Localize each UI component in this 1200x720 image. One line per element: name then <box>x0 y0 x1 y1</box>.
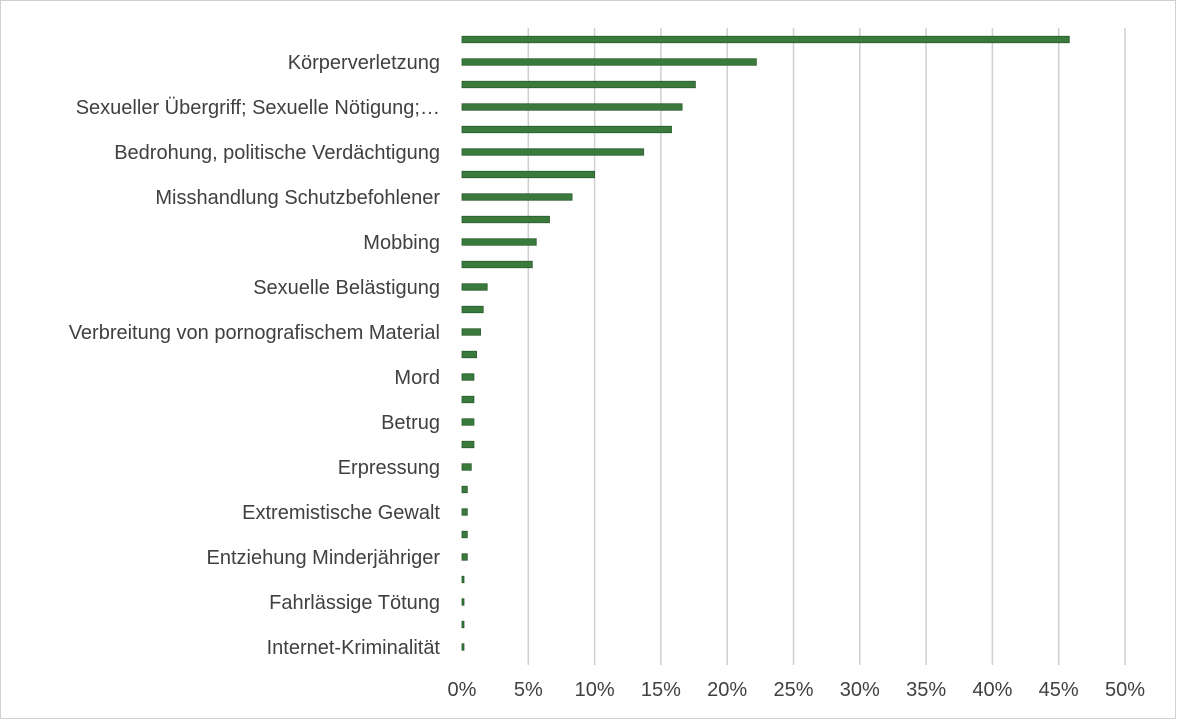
category-label: Erpressung <box>338 457 440 479</box>
bar <box>461 373 475 381</box>
category-label: Körperverletzung <box>288 52 440 74</box>
bar <box>461 350 477 359</box>
bar <box>461 80 696 89</box>
bar <box>461 305 484 314</box>
bar <box>461 328 481 336</box>
bar <box>461 575 465 584</box>
x-tick-label: 40% <box>972 679 1012 701</box>
bar <box>461 238 537 246</box>
category-labels: Körperverletzung Sexueller Übergriff; Sex… <box>69 52 441 659</box>
chart-frame <box>0 0 1176 719</box>
x-tick-label: 35% <box>906 679 946 701</box>
bar <box>461 260 533 269</box>
x-tick-label: 10% <box>575 679 615 701</box>
category-label: Mord <box>394 367 440 389</box>
bar <box>461 103 683 111</box>
category-label: Sexuelle Belästigung <box>253 277 440 299</box>
bar <box>461 530 468 539</box>
category-label: Mobbing <box>363 232 440 254</box>
bar <box>461 215 550 224</box>
bar <box>461 418 475 426</box>
category-label: Sexueller Übergriff; Sexuelle Nötigung;… <box>76 97 440 119</box>
bar <box>461 620 465 629</box>
category-label: Verbreitung von pornografischem Material <box>69 322 440 344</box>
bar <box>461 125 672 134</box>
bar <box>461 170 596 179</box>
x-tick-label: 30% <box>840 679 880 701</box>
bar <box>461 643 465 651</box>
bar <box>461 485 468 494</box>
bar <box>461 440 475 449</box>
category-label: Extremistische Gewalt <box>242 502 440 524</box>
bar <box>461 463 472 471</box>
category-label: Fahrlässige Tötung <box>269 592 440 614</box>
bar <box>461 553 468 561</box>
x-tick-label: 0% <box>448 679 477 701</box>
x-tick-label: 5% <box>514 679 543 701</box>
category-label: Bedrohung, politische Verdächtigung <box>114 142 440 164</box>
gridlines <box>527 28 1126 665</box>
x-tick-label: 45% <box>1039 679 1079 701</box>
bar <box>461 58 757 66</box>
x-tick-label: 15% <box>641 679 681 701</box>
category-label: Misshandlung Schutzbefohlener <box>155 187 440 209</box>
bar <box>461 193 573 201</box>
x-tick-label: 50% <box>1105 679 1145 701</box>
category-label: Betrug <box>381 412 440 434</box>
bar <box>461 598 465 606</box>
bars <box>461 35 1070 651</box>
bar <box>461 148 645 156</box>
bar <box>461 508 468 516</box>
x-tick-label: 25% <box>773 679 813 701</box>
x-axis-tick-labels: 0% 5% 10% 15% 20% 25% 30% 35% 40% 45% 50% <box>448 679 1146 701</box>
category-label: Entziehung Minderjähriger <box>207 547 441 569</box>
bar <box>461 395 475 404</box>
x-tick-label: 20% <box>707 679 747 701</box>
bar <box>461 283 488 291</box>
bar <box>461 35 1070 44</box>
category-label: Internet-Kriminalität <box>267 637 441 659</box>
